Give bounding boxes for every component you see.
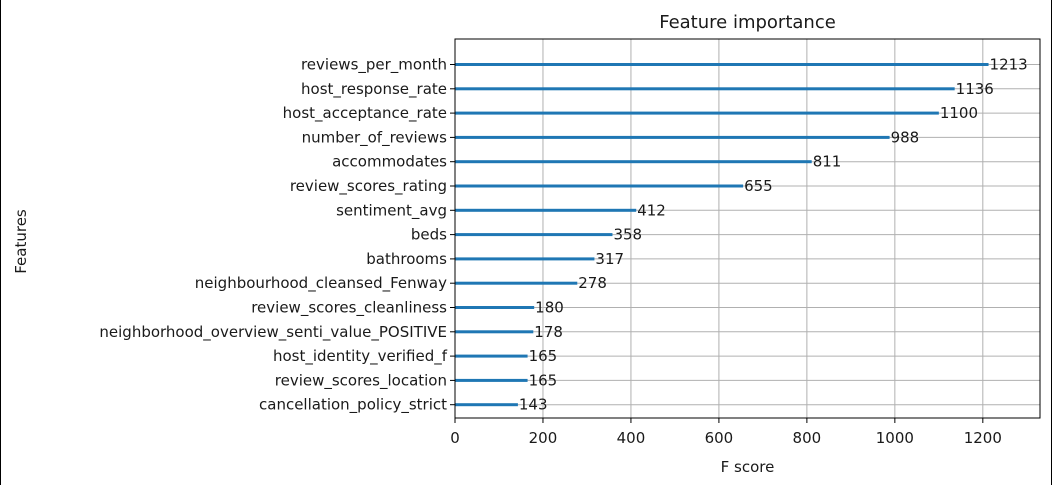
x-tick-label: 400 — [617, 429, 646, 447]
bar — [455, 184, 744, 188]
y-tick-label: beds — [411, 226, 447, 244]
plot-area — [454, 38, 1041, 419]
y-axis-label: Features — [12, 209, 30, 274]
data-labels: 1213 1136 1100 988 811 655 412 358 317 278 180 178 1… — [519, 56, 1028, 414]
data-label: 811 — [813, 153, 842, 171]
y-tick-labels: reviews_per_month host_response_rate host_… — [99, 56, 455, 415]
bar — [455, 233, 613, 237]
data-label: 143 — [519, 396, 548, 414]
x-tick-label: 1200 — [964, 429, 1002, 447]
data-label: 412 — [637, 201, 666, 219]
bar — [455, 378, 528, 382]
y-tick-label: sentiment_avg — [336, 201, 447, 220]
data-label: 1100 — [940, 104, 978, 122]
y-tick-label: review_scores_cleanliness — [251, 299, 447, 318]
data-label: 165 — [529, 371, 558, 389]
data-label: 1213 — [990, 56, 1028, 74]
y-tick-label: cancellation_policy_strict — [259, 396, 447, 415]
bar — [455, 63, 989, 66]
data-label: 317 — [595, 250, 624, 268]
data-label: 180 — [535, 299, 564, 317]
y-tick-label: review_scores_rating — [290, 177, 447, 196]
x-tick-labels: 0 200 400 600 800 1000 1200 — [450, 418, 1002, 447]
bar — [455, 306, 535, 309]
x-tick-label: 200 — [529, 429, 558, 447]
y-tick-label: host_response_rate — [301, 80, 447, 99]
data-label: 655 — [744, 177, 773, 195]
data-label: 1136 — [956, 80, 994, 98]
bar — [455, 160, 812, 164]
x-tick-label: 0 — [450, 429, 460, 447]
bar — [455, 135, 890, 139]
bar — [455, 111, 939, 115]
chart-title: Feature importance — [659, 12, 836, 33]
y-tick-label: neighborhood_overview_senti_value_POSITI… — [99, 323, 447, 342]
bars — [455, 63, 989, 407]
bar — [455, 354, 528, 358]
x-tick-label: 600 — [705, 429, 734, 447]
y-tick-label: reviews_per_month — [301, 56, 447, 75]
y-tick-label: neighbourhood_cleansed_Fenway — [195, 274, 447, 293]
bar — [455, 403, 518, 407]
bar — [455, 257, 595, 261]
bar — [455, 281, 578, 285]
data-label: 988 — [891, 128, 920, 146]
y-tick-label: bathrooms — [366, 250, 447, 268]
bar — [455, 87, 955, 91]
y-tick-label: host_acceptance_rate — [283, 104, 447, 123]
x-tick-label: 800 — [793, 429, 822, 447]
bar — [455, 330, 534, 334]
data-label: 165 — [529, 347, 558, 365]
x-axis-label: F score — [721, 458, 775, 476]
y-tick-label: accommodates — [332, 153, 447, 171]
y-tick-label: number_of_reviews — [302, 128, 448, 147]
data-label: 278 — [578, 274, 607, 292]
y-tick-label: review_scores_location — [275, 371, 447, 390]
y-tick-label: host_identity_verified_f — [273, 347, 448, 366]
x-tick-label: 1000 — [876, 429, 914, 447]
bar — [455, 208, 637, 212]
data-label: 178 — [534, 323, 563, 341]
data-label: 358 — [613, 226, 642, 244]
